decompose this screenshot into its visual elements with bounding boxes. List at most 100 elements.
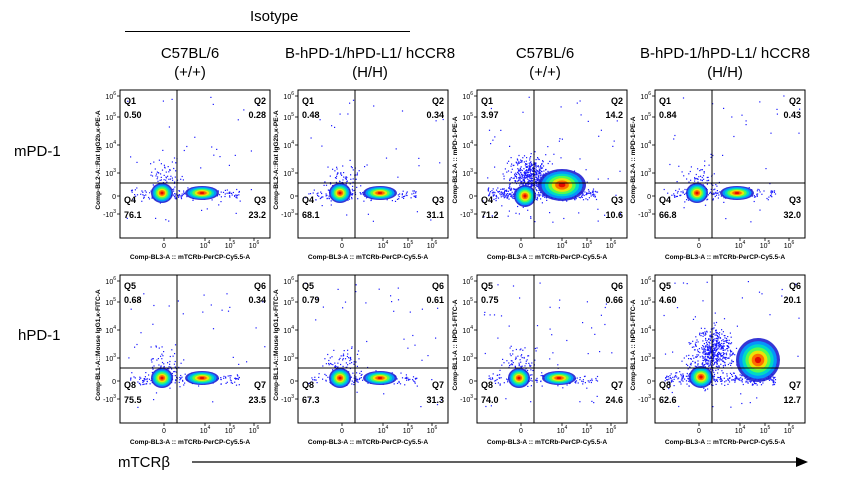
y-tick-label: 0: [647, 194, 651, 201]
event-dot: [716, 185, 718, 187]
event-dot: [545, 172, 547, 174]
event-dot: [773, 191, 775, 193]
event-dot: [517, 171, 519, 173]
event-dot: [510, 177, 512, 179]
event-dot: [406, 194, 408, 197]
event-dot: [684, 188, 686, 191]
event-dot: [344, 358, 347, 360]
event-dot: [506, 378, 508, 380]
event-dot: [372, 220, 374, 222]
event-dot: [670, 373, 672, 375]
event-dot: [678, 377, 680, 379]
event-dot: [705, 346, 707, 348]
event-dot: [717, 339, 719, 341]
event-dot: [143, 195, 145, 197]
event-dot: [360, 193, 362, 195]
event-dot: [184, 382, 186, 384]
event-dot: [235, 384, 238, 386]
event-dot: [549, 358, 551, 360]
event-dot: [747, 281, 749, 283]
event-dot: [315, 319, 317, 321]
event-dot: [349, 159, 351, 161]
event-dot: [594, 196, 596, 198]
event-dot: [525, 176, 527, 178]
event-dot: [712, 103, 714, 105]
event-dot: [365, 197, 368, 199]
event-dot: [517, 164, 519, 166]
x-tick-label: 104: [735, 240, 746, 250]
event-dot: [773, 377, 775, 379]
event-dot: [405, 374, 407, 376]
event-dot: [496, 189, 498, 191]
event-dot: [694, 180, 696, 182]
event-dot: [500, 188, 502, 190]
event-dot: [511, 360, 513, 362]
event-dot: [435, 120, 437, 122]
event-dot: [702, 335, 704, 337]
event-dot: [305, 282, 307, 284]
event-dot: [713, 193, 715, 195]
event-dot: [704, 160, 706, 162]
event-dot: [588, 197, 590, 199]
event-dot: [337, 362, 339, 364]
event-dot: [611, 352, 613, 354]
event-dot: [183, 192, 185, 194]
event-dot: [721, 383, 723, 385]
event-dot: [534, 151, 536, 153]
event-dot: [415, 191, 417, 193]
event-dot: [528, 175, 530, 177]
event-dot: [705, 333, 707, 335]
event-dot: [682, 374, 684, 377]
event-dot: [234, 377, 237, 379]
event-dot: [497, 187, 499, 189]
event-dot: [509, 189, 511, 191]
event-dot: [724, 362, 726, 364]
y-axis-label: Comp-BL1-A :: hPD-1-FITC-A: [630, 299, 637, 390]
event-dot: [544, 196, 546, 198]
y-tick-label: 105: [105, 112, 116, 122]
event-dot: [732, 352, 734, 355]
event-dot: [715, 321, 718, 324]
quadrant-value-lower-left: 68.1: [302, 210, 320, 220]
event-dot: [701, 180, 703, 182]
event-dot: [680, 191, 682, 193]
event-dot: [130, 378, 132, 380]
event-dot: [511, 363, 513, 365]
event-dot: [560, 106, 562, 108]
event-dot: [678, 405, 680, 408]
event-dot: [680, 373, 682, 375]
event-dot: [497, 382, 499, 384]
event-dot: [582, 379, 584, 381]
event-dot: [734, 379, 736, 381]
event-dot: [584, 382, 586, 384]
event-dot: [519, 359, 521, 361]
event-dot: [694, 177, 696, 179]
event-dot: [738, 377, 740, 379]
event-dot: [522, 206, 524, 208]
event-dot: [712, 341, 715, 343]
event-dot: [506, 162, 508, 164]
event-dot: [675, 189, 677, 192]
event-dot: [525, 368, 527, 370]
event-dot: [173, 157, 176, 159]
y-tick-label: 0: [290, 194, 294, 201]
event-dot: [512, 353, 514, 355]
event-dot: [347, 364, 349, 366]
event-dot: [669, 375, 671, 377]
event-dot: [229, 379, 232, 381]
event-dot: [133, 199, 135, 201]
event-dot: [771, 379, 773, 381]
event-dot: [710, 356, 712, 358]
event-dot: [509, 353, 511, 355]
event-dot: [724, 357, 726, 360]
event-dot: [352, 169, 354, 171]
event-dot: [727, 357, 729, 359]
event-dot: [143, 378, 146, 380]
event-dot: [525, 183, 527, 185]
quadrant-name-upper-left: Q1: [659, 96, 671, 106]
event-dot: [708, 360, 710, 362]
event-dot: [524, 174, 526, 176]
event-dot: [512, 362, 514, 364]
y-axis-label: Comp-BL2-A :: mPD-1-PE-A: [452, 116, 459, 203]
